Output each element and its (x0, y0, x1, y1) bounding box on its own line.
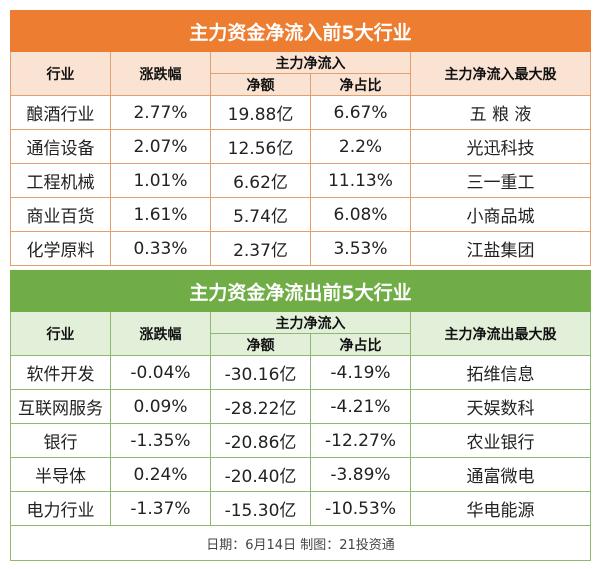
ratio-cell: -4.19% (310, 355, 411, 390)
ratio-cell: -10.53% (310, 491, 411, 526)
top-stock-cell: 农业银行 (409, 423, 592, 458)
change-cell: 2.77% (110, 95, 211, 130)
amount-cell: 6.62亿 (210, 163, 311, 198)
inflow-title: 主力资金净流入前5大行业 (9, 10, 592, 52)
change-cell: 0.33% (110, 231, 211, 266)
amount-cell: -20.40亿 (210, 457, 311, 492)
change-cell: -1.37% (110, 491, 211, 526)
ratio-cell: 2.2% (310, 129, 411, 164)
amount-cell: -30.16亿 (210, 355, 311, 390)
table-row: 商业百货 1.61% 5.74亿 6.08% 小商品城 (10, 197, 592, 232)
inflow-table: 主力资金净流入前5大行业 行业 涨跌幅 主力净流入 主力净流入最大股 净额 净占… (9, 10, 592, 266)
change-cell: 0.24% (110, 457, 211, 492)
table-row: 软件开发 -0.04% -30.16亿 -4.19% 拓维信息 (10, 355, 592, 390)
ratio-cell: 6.67% (310, 95, 411, 130)
amount-cell: 12.56亿 (210, 129, 311, 164)
change-cell: 1.01% (110, 163, 211, 198)
table-row: 电力行业 -1.37% -15.30亿 -10.53% 华电能源 (10, 491, 592, 526)
header-ratio: 净占比 (310, 73, 411, 96)
header-industry: 行业 (10, 311, 111, 356)
table-row: 半导体 0.24% -20.40亿 -3.89% 通富微电 (10, 457, 592, 492)
industry-cell: 电力行业 (10, 491, 111, 526)
industry-cell: 酿酒行业 (10, 95, 111, 130)
header-top-stock: 主力净流入最大股 (409, 51, 592, 96)
industry-cell: 通信设备 (10, 129, 111, 164)
header-amount: 净额 (210, 73, 311, 96)
change-cell: -1.35% (110, 423, 211, 458)
top-stock-cell: 天娱数科 (409, 389, 592, 424)
top-stock-cell: 光迅科技 (409, 129, 592, 164)
header-amount: 净额 (210, 333, 311, 356)
header-ratio: 净占比 (310, 333, 411, 356)
table-row: 酿酒行业 2.77% 19.88亿 6.67% 五 粮 液 (10, 95, 592, 130)
industry-cell: 半导体 (10, 457, 111, 492)
amount-cell: 2.37亿 (210, 231, 311, 266)
outflow-title: 主力资金净流出前5大行业 (9, 270, 592, 312)
industry-cell: 银行 (10, 423, 111, 458)
top-stock-cell: 小商品城 (409, 197, 592, 232)
ratio-cell: 11.13% (310, 163, 411, 198)
ratio-cell: 6.08% (310, 197, 411, 232)
top-stock-cell: 通富微电 (409, 457, 592, 492)
top-stock-cell: 江盐集团 (409, 231, 592, 266)
top-stock-cell: 华电能源 (409, 491, 592, 526)
change-cell: -0.04% (110, 355, 211, 390)
header-top-stock: 主力净流出最大股 (409, 311, 592, 356)
amount-cell: 19.88亿 (210, 95, 311, 130)
header-industry: 行业 (10, 51, 111, 96)
industry-cell: 化学原料 (10, 231, 111, 266)
header-change: 涨跌幅 (110, 51, 211, 96)
table-row: 银行 -1.35% -20.86亿 -12.27% 农业银行 (10, 423, 592, 458)
top-stock-cell: 三一重工 (409, 163, 592, 198)
amount-cell: -28.22亿 (210, 389, 311, 424)
footer-credit: 日期：6月14日 制图：21投资通 (9, 525, 592, 561)
industry-cell: 软件开发 (10, 355, 111, 390)
amount-cell: 5.74亿 (210, 197, 311, 232)
table-row: 化学原料 0.33% 2.37亿 3.53% 江盐集团 (10, 231, 592, 266)
header-net-inflow-group: 主力净流入 (210, 51, 411, 74)
ratio-cell: -12.27% (310, 423, 411, 458)
top-stock-cell: 拓维信息 (409, 355, 592, 390)
outflow-table: 主力资金净流出前5大行业 行业 涨跌幅 主力净流入 主力净流出最大股 净额 净占… (9, 270, 592, 561)
change-cell: 1.61% (110, 197, 211, 232)
industry-cell: 工程机械 (10, 163, 111, 198)
ratio-cell: 3.53% (310, 231, 411, 266)
industry-cell: 商业百货 (10, 197, 111, 232)
header-change: 涨跌幅 (110, 311, 211, 356)
amount-cell: -20.86亿 (210, 423, 311, 458)
ratio-cell: -4.21% (310, 389, 411, 424)
table-row: 工程机械 1.01% 6.62亿 11.13% 三一重工 (10, 163, 592, 198)
table-row: 互联网服务 0.09% -28.22亿 -4.21% 天娱数科 (10, 389, 592, 424)
top-stock-cell: 五 粮 液 (409, 95, 592, 130)
change-cell: 0.09% (110, 389, 211, 424)
change-cell: 2.07% (110, 129, 211, 164)
fund-flow-tables: 主力资金净流入前5大行业 行业 涨跌幅 主力净流入 主力净流入最大股 净额 净占… (9, 10, 592, 561)
industry-cell: 互联网服务 (10, 389, 111, 424)
ratio-cell: -3.89% (310, 457, 411, 492)
table-row: 通信设备 2.07% 12.56亿 2.2% 光迅科技 (10, 129, 592, 164)
amount-cell: -15.30亿 (210, 491, 311, 526)
header-net-inflow-group: 主力净流入 (210, 311, 411, 334)
